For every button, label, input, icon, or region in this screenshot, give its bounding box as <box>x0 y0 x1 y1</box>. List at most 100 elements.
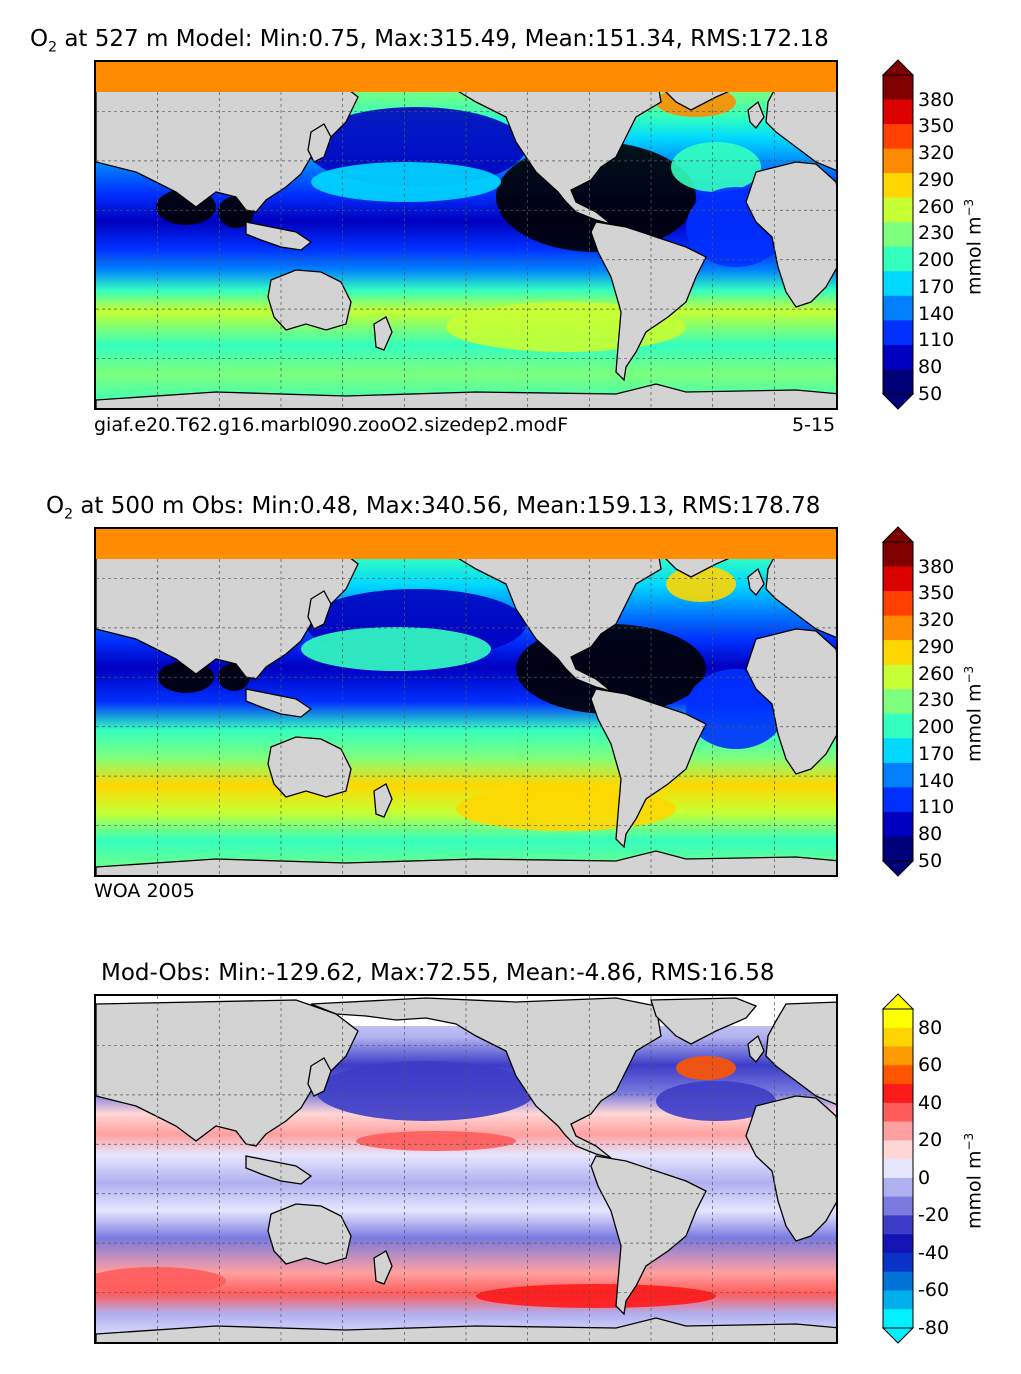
colorbar-segment <box>883 1159 913 1179</box>
colorbar-segment <box>883 542 913 568</box>
colorbar-segment <box>883 664 913 690</box>
diff-colorbar-tick-label: 40 <box>918 1091 943 1114</box>
model-colorbar-tick-label: 170 <box>918 275 955 298</box>
graticule <box>96 996 836 1342</box>
colorbar-segment <box>883 1290 913 1310</box>
land-africa <box>745 628 836 775</box>
north-pacific-green <box>311 162 501 202</box>
model-title-text: at 527 m Model: Min:0.75, Max:315.49, Me… <box>57 26 829 52</box>
colorbar-segment <box>883 738 913 764</box>
model-colorbar-tick-label: 320 <box>918 142 955 165</box>
indian-positive <box>96 1267 226 1295</box>
colorbar-segment <box>883 320 913 346</box>
diff-colorbar-tick-label: -40 <box>918 1241 950 1264</box>
obs-colorbar-tick-label: 170 <box>918 742 955 765</box>
obs-colorbar-unit-text: mmol m <box>963 683 986 762</box>
arctic-band-east <box>426 529 656 541</box>
colorbar-extend-max <box>881 526 915 543</box>
diff-colorbar-unit-text: mmol m <box>963 1150 986 1229</box>
colorbar-segment <box>883 1177 913 1198</box>
model-caption-right: 5-15 <box>792 414 836 436</box>
land-australia <box>267 736 352 798</box>
model-colorbar-tick-label: 140 <box>918 302 955 325</box>
obs-colorbar-tick-label: 230 <box>918 689 955 712</box>
colorbar-segment <box>883 591 913 617</box>
model-caption-left: giaf.e20.T62.g16.marbl090.zooO2.sizedep2… <box>94 414 569 436</box>
colorbar-segment <box>883 369 913 395</box>
land-south-america <box>590 1155 707 1316</box>
model-map <box>94 60 838 410</box>
obs-colorbar-tick-label: 140 <box>918 769 955 792</box>
colorbar-extend-max <box>881 993 915 1010</box>
colorbar-segment <box>883 1196 913 1216</box>
colorbar-segment <box>883 75 913 101</box>
colorbar-extend-min <box>881 860 915 877</box>
model-colorbar <box>881 59 915 410</box>
colorbar-segment <box>883 344 913 370</box>
colorbar-segment <box>883 1215 913 1235</box>
model-colorbar-tick-label: 230 <box>918 222 955 245</box>
land-indonesia <box>245 1155 313 1185</box>
colorbar-segment <box>883 148 913 174</box>
obs-colorbar-tick-label: 50 <box>918 850 943 872</box>
colorbar-segment <box>883 787 913 813</box>
land-africa <box>745 1095 836 1242</box>
colorbar-segment <box>883 713 913 739</box>
obs-colorbar-tick-label: 200 <box>918 716 955 739</box>
model-colorbar-unit-text: mmol m <box>963 216 986 295</box>
diff-colorbar-unit-label: mmol m−3 <box>962 1132 985 1228</box>
land-indonesia <box>245 221 313 251</box>
atlantic-negative <box>656 1081 776 1121</box>
colorbar-segment <box>883 295 913 321</box>
land-new-zealand <box>373 316 393 351</box>
obs-colorbar-tick-label: 290 <box>918 635 955 658</box>
obs-colorbar-tick-label: 260 <box>918 662 955 685</box>
model-colorbar-tick-label: 200 <box>918 249 955 272</box>
model-title-subscript: 2 <box>48 39 58 56</box>
obs-map <box>94 527 838 877</box>
land-eurasia <box>96 999 359 1147</box>
land-japan <box>307 590 332 630</box>
obs-title-species: O <box>46 493 65 519</box>
obs-colorbar <box>881 526 915 877</box>
graticule <box>96 529 836 875</box>
model-colorbar-unit-label: mmol m−3 <box>962 198 985 294</box>
diff-colorbar-unit-exponent: −3 <box>962 1132 976 1151</box>
colorbar-segment <box>883 566 913 592</box>
diff-colorbar-tick-label: 20 <box>918 1129 943 1152</box>
colorbar-segment <box>883 1140 913 1160</box>
diff-title: Mod-Obs: Min:-129.62, Max:72.55, Mean:-4… <box>101 960 775 986</box>
colorbar-segment <box>883 124 913 150</box>
colorbar-segment <box>883 640 913 666</box>
colorbar-segment <box>883 222 913 248</box>
land-australia <box>267 1203 352 1265</box>
colorbar-segment <box>883 1102 913 1123</box>
land-uk <box>747 100 765 129</box>
obs-colorbar-tick-label: 320 <box>918 609 955 632</box>
land-africa <box>745 161 836 308</box>
land-indonesia <box>245 688 313 718</box>
colorbar-segment <box>883 1084 913 1104</box>
diff-colorbar <box>881 993 915 1344</box>
land-greenland <box>650 997 758 1045</box>
colorbar-segment <box>883 689 913 715</box>
model-colorbar-tick-label: 260 <box>918 195 955 218</box>
arctic-band-east <box>426 62 656 74</box>
colorbar-segment <box>883 246 913 272</box>
colorbar-segment <box>883 99 913 125</box>
land-uk <box>747 1034 765 1063</box>
colorbar-segment <box>883 1027 913 1048</box>
land-new-zealand <box>373 1250 393 1285</box>
diff-colorbar-tick-label: -60 <box>918 1279 950 1302</box>
model-colorbar-tick-label: 110 <box>918 329 955 352</box>
land-uk <box>747 567 765 596</box>
model-colorbar-tick-label: 350 <box>918 115 955 138</box>
diff-title-text: Mod-Obs: Min:-129.62, Max:72.55, Mean:-4… <box>101 960 775 986</box>
land-antarctica <box>96 1317 836 1342</box>
model-colorbar-unit-exponent: −3 <box>962 198 976 217</box>
obs-colorbar-tick-label: 350 <box>918 582 955 605</box>
land-antarctica <box>96 850 836 875</box>
colorbar-segment <box>883 1309 913 1329</box>
obs-colorbar-tick-label: 110 <box>918 796 955 819</box>
diff-colorbar-tick-label: -80 <box>918 1317 950 1339</box>
